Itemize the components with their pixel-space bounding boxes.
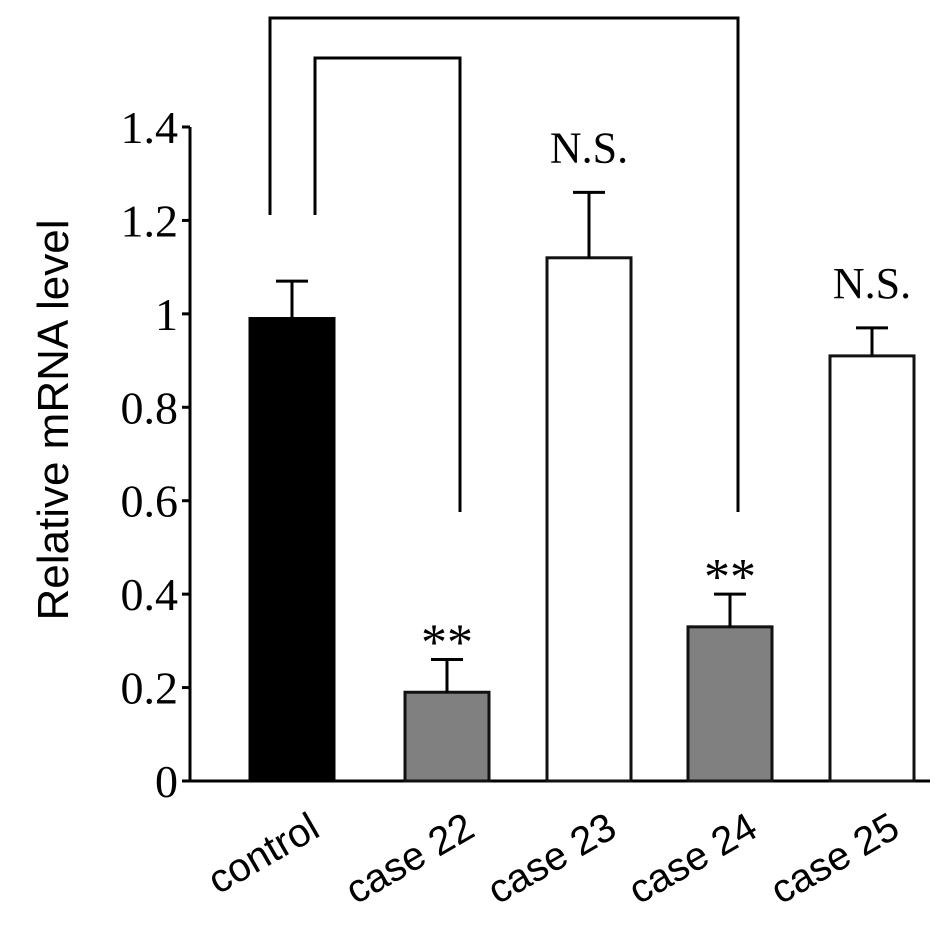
- x-category-label: case 22: [338, 805, 481, 913]
- y-tick-label: 1: [155, 289, 178, 340]
- bracket-control-case22: [313, 56, 462, 512]
- y-tick-label: 0.4: [121, 569, 179, 620]
- y-tick-label: 1.4: [121, 102, 179, 153]
- bar: [248, 317, 336, 783]
- y-tick-label: 0: [155, 756, 178, 807]
- significance-stars: **: [704, 549, 756, 606]
- bar: [403, 690, 491, 783]
- x-category-label: case 24: [621, 805, 764, 913]
- y-tick-label: 0.2: [121, 663, 179, 714]
- bar: [545, 256, 633, 783]
- not-significant-label: N.S.: [550, 123, 628, 172]
- y-tick-label: 1.2: [121, 195, 179, 246]
- bracket-control-case24: [268, 16, 740, 512]
- x-category-label: case 25: [763, 805, 906, 913]
- significance-stars: **: [421, 615, 473, 672]
- x-category-label: case 23: [480, 805, 623, 913]
- bar: [686, 625, 774, 783]
- bars: [248, 190, 916, 783]
- not-significant-label: N.S.: [833, 259, 911, 308]
- y-tick-label: 0.6: [121, 476, 179, 527]
- bar: [828, 354, 916, 783]
- y-tick-label: 0.8: [121, 382, 179, 433]
- x-category-label: control: [201, 805, 327, 903]
- y-axis-title: Relative mRNA level: [29, 219, 78, 620]
- significance-brackets: [268, 16, 740, 512]
- axes: 0 0.2 0.4 0.6 0.8 1 1.2 1.4: [121, 102, 930, 807]
